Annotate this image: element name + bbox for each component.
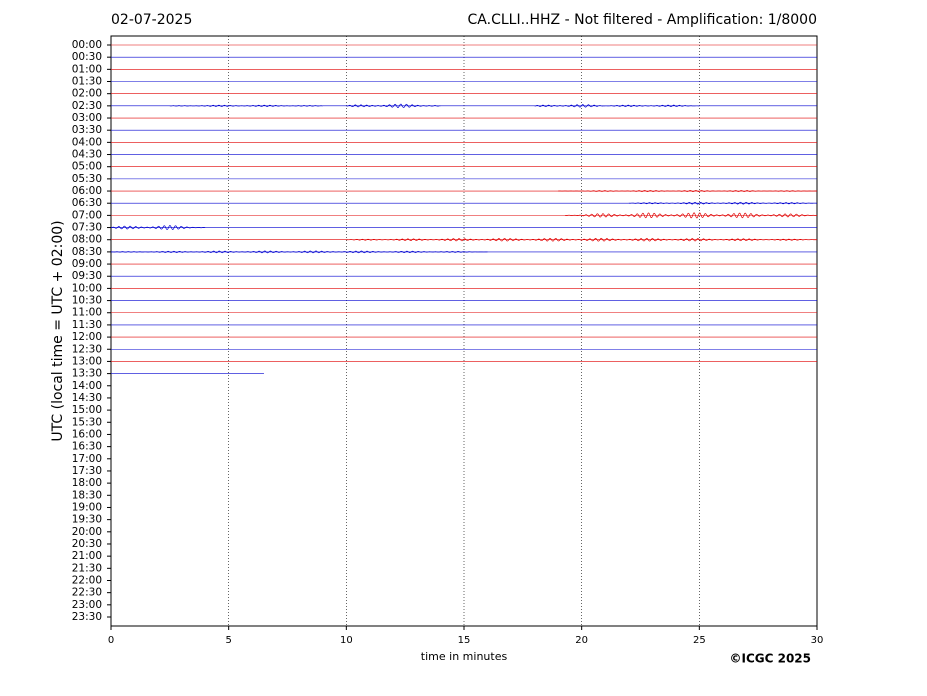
- y-tick-label: 15:30: [72, 416, 102, 428]
- y-tick-label: 23:00: [72, 599, 102, 611]
- x-tick-label: 25: [693, 635, 706, 646]
- y-tick-label: 22:00: [72, 574, 102, 586]
- y-tick-label: 15:00: [72, 404, 102, 416]
- y-tick-label: 16:30: [72, 441, 102, 453]
- y-tick-label: 10:30: [72, 295, 102, 307]
- y-tick-label: 07:00: [72, 209, 102, 221]
- y-tick-label: 08:30: [72, 246, 102, 258]
- y-tick-label: 06:00: [72, 185, 102, 197]
- y-tick-label: 13:30: [72, 368, 102, 380]
- y-tick-label: 17:00: [72, 453, 102, 465]
- burst: [110, 225, 206, 231]
- y-tick-label: 03:30: [72, 124, 102, 136]
- y-tick-label: 10:00: [72, 282, 102, 294]
- y-tick-label: 11:00: [72, 307, 102, 319]
- x-axis-label: time in minutes: [421, 650, 508, 663]
- y-tick-label: 04:30: [72, 149, 102, 161]
- y-tick-label: 00:30: [72, 51, 102, 63]
- y-tick-label: 13:00: [72, 355, 102, 367]
- y-tick-label: 05:30: [72, 173, 102, 185]
- x-tick-label: 20: [575, 635, 588, 646]
- credit: ©ICGC 2025: [729, 652, 811, 666]
- y-tick-label: 01:30: [72, 76, 102, 88]
- y-tick-label: 14:30: [72, 392, 102, 404]
- x-tick-label: 15: [458, 635, 471, 646]
- y-tick-label: 11:30: [72, 319, 102, 331]
- burst: [605, 104, 700, 107]
- x-tick-label: 5: [225, 635, 231, 646]
- y-tick-label: 05:00: [72, 161, 102, 173]
- burst: [346, 237, 818, 242]
- x-tick-label: 30: [811, 635, 824, 646]
- y-tick-label: 01:00: [72, 63, 102, 75]
- y-tick-label: 09:00: [72, 258, 102, 270]
- date: 02-07-2025: [111, 12, 192, 28]
- y-tick-label: 21:00: [72, 550, 102, 562]
- chart-title: CA.CLLI..HHZ - Not filtered - Amplificat…: [468, 12, 817, 28]
- y-tick-label: 22:30: [72, 587, 102, 599]
- y-tick-label: 04:00: [72, 136, 102, 148]
- burst: [346, 103, 441, 108]
- burst: [110, 250, 488, 254]
- x-tick-label: 10: [340, 635, 353, 646]
- y-tick-label: 21:30: [72, 562, 102, 574]
- y-tick-label: 16:00: [72, 428, 102, 440]
- y-tick-label: 00:00: [72, 39, 102, 51]
- y-tick-label: 12:30: [72, 343, 102, 355]
- y-axis-label: UTC (local time = UTC + 02:00): [50, 220, 66, 441]
- y-tick-label: 19:00: [72, 501, 102, 513]
- y-tick-label: 12:00: [72, 331, 102, 343]
- y-tick-label: 18:00: [72, 477, 102, 489]
- y-tick-label: 09:30: [72, 270, 102, 282]
- y-tick-label: 14:00: [72, 380, 102, 392]
- burst: [169, 104, 323, 107]
- y-tick-label: 20:00: [72, 526, 102, 538]
- y-tick-label: 18:30: [72, 489, 102, 501]
- burst: [565, 212, 818, 219]
- y-tick-label: 02:30: [72, 100, 102, 112]
- y-tick-label: 19:30: [72, 514, 102, 526]
- burst: [628, 201, 818, 205]
- burst: [534, 104, 606, 108]
- y-tick-label: 17:30: [72, 465, 102, 477]
- burst: [558, 190, 817, 192]
- y-tick-label: 08:00: [72, 234, 102, 246]
- y-tick-label: 23:30: [72, 611, 102, 623]
- y-tick-label: 06:30: [72, 197, 102, 209]
- y-tick-label: 20:30: [72, 538, 102, 550]
- y-tick-label: 07:30: [72, 222, 102, 234]
- y-tick-label: 02:00: [72, 88, 102, 100]
- y-tick-label: 03:00: [72, 112, 102, 124]
- x-tick-label: 0: [108, 635, 114, 646]
